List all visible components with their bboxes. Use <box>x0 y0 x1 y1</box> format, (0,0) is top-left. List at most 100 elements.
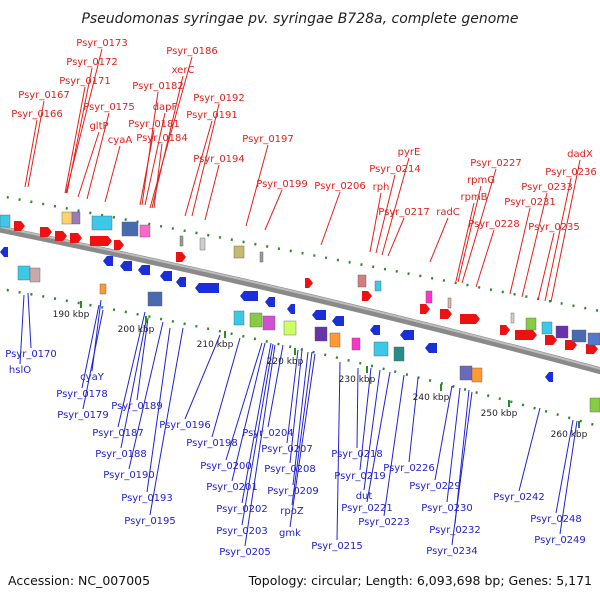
reverse-gene-label: Psyr_0226 <box>383 463 435 474</box>
forward-gene-arrow <box>176 252 186 262</box>
reverse-gene-label: rpoZ <box>280 506 304 517</box>
reverse-label-connector <box>408 377 419 463</box>
reverse-label-connector <box>27 292 32 349</box>
forward-label-connector <box>141 91 159 206</box>
reverse-gene-label: Psyr_0178 <box>56 389 108 400</box>
forward-gene-label: Psyr_0227 <box>470 158 522 169</box>
reverse-label-connector <box>241 342 272 504</box>
forward-gene-label: Psyr_0184 <box>136 133 188 144</box>
reverse-label-connector <box>363 369 381 491</box>
forward-gene-arrow <box>545 335 557 345</box>
reverse-gene-label: Psyr_0248 <box>530 514 582 525</box>
reverse-gene-label: Psyr_0223 <box>358 517 410 528</box>
reverse-label-connector <box>120 320 147 449</box>
reverse-label-connector <box>451 391 473 546</box>
forward-label-connector <box>86 112 110 200</box>
reverse-gene-label: Psyr_0218 <box>331 449 383 460</box>
forward-label-connector <box>521 192 548 298</box>
gene-box <box>329 332 341 348</box>
reverse-label-connector <box>231 342 266 482</box>
reverse-gene-label: Psyr_0232 <box>429 525 481 536</box>
forward-label-connector <box>24 119 38 188</box>
scale-tick-label: 210 kbp <box>197 340 234 350</box>
forward-gene-label: rpmG <box>467 175 495 186</box>
reverse-gene-label: cyaY <box>80 372 105 383</box>
gene-box <box>121 221 139 237</box>
forward-gene-arrow <box>90 236 112 246</box>
reverse-gene-label: Psyr_0179 <box>57 410 109 421</box>
reverse-gene-arrow <box>0 247 8 257</box>
gene-box <box>259 251 264 263</box>
reverse-gene-label: Psyr_0200 <box>200 461 252 472</box>
forward-label-connector <box>475 229 495 288</box>
reverse-gene-label: Psyr_0230 <box>421 503 473 514</box>
forward-label-connector <box>184 120 213 217</box>
scale-tick-label: 250 kbp <box>481 409 518 419</box>
gene-box <box>510 312 515 324</box>
genome-backbone-highlight <box>0 226 600 370</box>
forward-gene-label: Psyr_0231 <box>504 197 556 208</box>
forward-gene-label: cyaA <box>108 135 133 146</box>
forward-label-connector <box>369 192 382 253</box>
forward-gene-label: Psyr_0199 <box>256 179 308 190</box>
gene-box <box>314 326 328 342</box>
forward-gene-label: Psyr_0186 <box>166 46 218 57</box>
reverse-gene-label: Psyr_0188 <box>95 449 147 460</box>
reverse-gene-arrow <box>176 277 186 287</box>
forward-gene-label: Psyr_0173 <box>76 38 128 49</box>
gene-box <box>233 310 245 326</box>
reverse-label-connector <box>82 309 104 410</box>
forward-label-connector <box>544 177 572 302</box>
reverse-gene-label: Psyr_0209 <box>267 486 319 497</box>
reverse-label-connector <box>434 385 453 481</box>
reverse-label-connector <box>366 371 391 503</box>
forward-gene-arrow <box>40 227 52 237</box>
forward-label-connector <box>264 189 283 231</box>
forward-label-connector <box>66 67 93 194</box>
reverse-gene-arrow <box>138 265 150 275</box>
forward-label-connector <box>64 86 86 194</box>
gene-box <box>147 291 163 307</box>
forward-label-connector <box>204 164 220 221</box>
reverse-gene-label: Psyr_0234 <box>426 546 478 557</box>
gene-box <box>139 224 151 238</box>
forward-label-connector <box>429 217 449 263</box>
reverse-gene-arrow <box>195 283 219 293</box>
scale-tick-label: 240 kbp <box>413 393 450 403</box>
gene-box <box>471 367 483 383</box>
reverse-gene-arrow <box>332 316 344 326</box>
reverse-label-connector <box>19 294 25 365</box>
forward-label-connector <box>27 100 45 188</box>
reverse-gene-label: dut <box>356 491 373 502</box>
reverse-gene-label: Psyr_0221 <box>341 503 393 514</box>
reverse-label-connector <box>518 407 541 492</box>
reverse-label-connector <box>91 299 102 372</box>
forward-gene-label: Psyr_0172 <box>66 57 118 68</box>
genome-backbone <box>0 225 600 375</box>
reverse-gene-label: Psyr_0198 <box>186 438 238 449</box>
reverse-label-connector <box>146 327 171 493</box>
genome-summary: Topology: circular; Length: 6,093,698 bp… <box>248 573 592 588</box>
gene-box <box>373 341 389 357</box>
forward-gene-label: Psyr_0233 <box>521 182 573 193</box>
forward-gene-label: Psyr_0228 <box>468 219 520 230</box>
reverse-gene-label: Psyr_0196 <box>159 420 211 431</box>
reverse-gene-arrow <box>400 330 414 340</box>
reverse-gene-label: Psyr_0187 <box>92 428 144 439</box>
reverse-label-connector <box>336 361 341 541</box>
forward-gene-label: Psyr_0171 <box>59 76 111 87</box>
forward-label-connector <box>144 112 166 206</box>
forward-label-connector <box>537 232 555 301</box>
reverse-gene-label: Psyr_0189 <box>111 401 163 412</box>
forward-gene-label: rph <box>373 182 390 193</box>
forward-gene-arrow <box>305 278 313 288</box>
gene-box <box>447 297 452 309</box>
reverse-gene-arrow <box>312 310 326 320</box>
forward-gene-label: dapF <box>153 102 178 113</box>
forward-gene-label: Psyr_0214 <box>369 164 421 175</box>
reverse-label-connector <box>241 343 274 526</box>
scale-tick-label: 260 kbp <box>551 430 588 440</box>
reverse-gene-label: Psyr_0204 <box>242 428 294 439</box>
forward-gene-label: Psyr_0197 <box>242 134 294 145</box>
reverse-label-connector <box>291 351 313 506</box>
